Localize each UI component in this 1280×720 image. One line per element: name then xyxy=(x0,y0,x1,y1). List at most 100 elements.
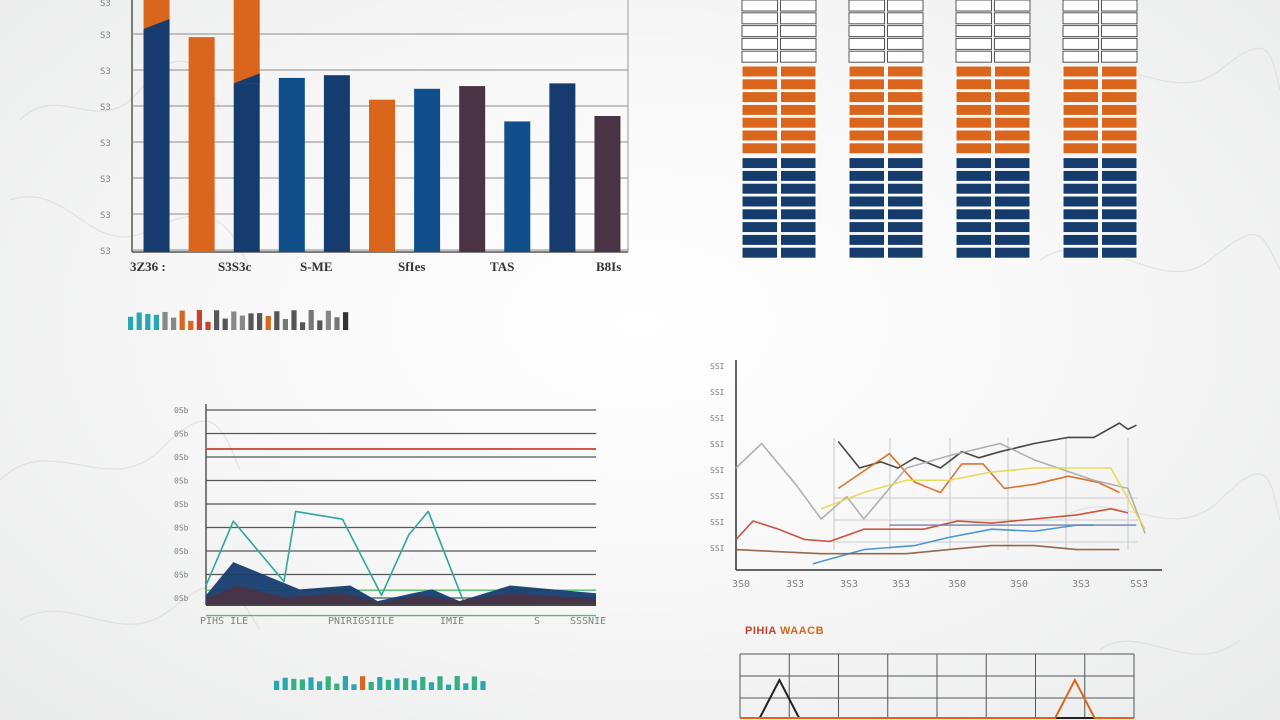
x-axis-label-segment: S xyxy=(534,616,540,627)
grid-cell-orange xyxy=(1062,91,1099,104)
bar-stack-notch xyxy=(143,18,170,29)
caption-glyph xyxy=(291,310,297,330)
y-tick-label: 0Sb xyxy=(174,430,189,439)
grid-cell-white xyxy=(741,25,778,38)
bottom-right-small-svg xyxy=(739,653,1135,719)
caption-glyph xyxy=(171,317,177,330)
grid-cell-white xyxy=(741,0,778,12)
y-tick-label: SSI xyxy=(710,544,725,553)
y-tick-label: S3 xyxy=(100,103,111,113)
grid-cell-navy xyxy=(955,221,992,234)
x-tick-label: 3S0 xyxy=(1010,579,1028,590)
x-axis-label-segment: PNIRIGSIILE xyxy=(328,616,394,627)
y-tick-label: SSI xyxy=(710,466,725,475)
grid-cell-navy xyxy=(994,195,1031,208)
grid-cell-white xyxy=(780,12,817,25)
caption-glyph xyxy=(463,683,469,690)
grid-cell-orange xyxy=(955,129,992,142)
caption-glyph xyxy=(437,676,443,690)
caption-glyph xyxy=(368,681,374,690)
caption-glyph xyxy=(214,310,220,330)
grid-cell-navy xyxy=(780,246,817,259)
grid-cell-orange xyxy=(780,91,817,104)
series-line xyxy=(820,467,1146,530)
grid-cell-navy xyxy=(887,157,924,170)
caption-glyph xyxy=(317,681,323,690)
caption-glyph xyxy=(325,676,331,690)
grid-cell-navy xyxy=(741,221,778,234)
top-right-grid-chart xyxy=(741,0,1142,259)
grid-cell-orange xyxy=(1062,65,1099,78)
caption-glyph xyxy=(360,676,366,690)
grid-cell-navy xyxy=(780,195,817,208)
grid-cell-navy xyxy=(955,233,992,246)
bar xyxy=(233,83,260,252)
y-tick-label: S3 xyxy=(100,0,111,9)
grid-cell-white xyxy=(848,25,885,38)
grid-cell-navy xyxy=(848,208,885,221)
grid-cell-white xyxy=(955,0,992,12)
grid-cell-orange xyxy=(994,129,1031,142)
caption-glyph xyxy=(274,680,280,690)
grid-cell-navy xyxy=(741,157,778,170)
small-chart-title-part2: WAACB xyxy=(780,625,825,637)
category-label: S3S3c xyxy=(218,259,251,274)
y-tick-label: 0Sb xyxy=(174,500,189,509)
grid-cell-navy xyxy=(848,246,885,259)
grid-cell-navy xyxy=(741,233,778,246)
grid-cell-navy xyxy=(887,233,924,246)
grid-cell-orange xyxy=(887,116,924,129)
grid-cell-orange xyxy=(887,103,924,116)
y-tick-label: SSI xyxy=(710,492,725,501)
y-tick-label: 0Sb xyxy=(174,524,189,533)
grid-cell-white xyxy=(1062,37,1099,50)
grid-cell-white xyxy=(780,0,817,12)
x-axis-label-segment: PIHS ILE xyxy=(200,616,248,627)
grid-cell-orange xyxy=(955,142,992,155)
grid-cell-orange xyxy=(848,116,885,129)
grid-cell-white xyxy=(887,12,924,25)
category-label: SfIes xyxy=(398,259,425,274)
grid-cell-navy xyxy=(1101,208,1138,221)
caption-glyph xyxy=(377,677,383,690)
grid-cell-navy xyxy=(780,208,817,221)
grid-cell-orange xyxy=(741,116,778,129)
caption-glyph xyxy=(385,679,391,690)
caption-strip-top xyxy=(128,310,358,338)
grid-cell-white xyxy=(780,37,817,50)
grid-cell-navy xyxy=(887,208,924,221)
grid-cell-white xyxy=(741,12,778,25)
grid-cell-navy xyxy=(1062,233,1099,246)
caption-glyph xyxy=(351,684,357,690)
grid-cell-navy xyxy=(887,182,924,195)
grid-cell-navy xyxy=(994,182,1031,195)
grid-cell-orange xyxy=(741,91,778,104)
grid-cell-orange xyxy=(887,78,924,91)
grid-cell-navy xyxy=(741,195,778,208)
bar xyxy=(188,37,215,253)
y-tick-label: 0Sb xyxy=(174,547,189,556)
bar xyxy=(278,77,305,252)
grid-cell-orange xyxy=(955,116,992,129)
grid-cell-navy xyxy=(887,169,924,182)
caption-glyph xyxy=(420,676,426,690)
caption-glyph xyxy=(282,677,288,690)
grid-cell-navy xyxy=(1062,169,1099,182)
grid-cell-navy xyxy=(780,221,817,234)
grid-cell-orange xyxy=(780,103,817,116)
grid-cell-navy xyxy=(848,195,885,208)
caption-glyph xyxy=(162,311,168,330)
bar xyxy=(549,83,576,252)
top-left-bar-chart: S3 S3 S3 S3 S3 S3 S3 S3 3Z36 : S3S3c S-ME SfIes TAS B… xyxy=(90,0,650,290)
caption-glyph xyxy=(282,318,288,330)
bar-stack xyxy=(233,0,260,84)
y-tick-label: SSI xyxy=(710,362,725,371)
y-tick-label: S3 xyxy=(100,139,111,149)
grid-cell-orange xyxy=(1101,91,1138,104)
bottom-right-multiline-chart: SSI SSI SSI SSI SSI SSI SSI SSI 3S0 3S3 3S3 3S3 3S0 3… xyxy=(706,358,1176,598)
grid-cell-orange xyxy=(741,78,778,91)
grid-cell-orange xyxy=(780,65,817,78)
grid-cell-orange xyxy=(1062,116,1099,129)
grid-cell-orange xyxy=(848,129,885,142)
y-tick-label: S3 xyxy=(100,247,111,257)
